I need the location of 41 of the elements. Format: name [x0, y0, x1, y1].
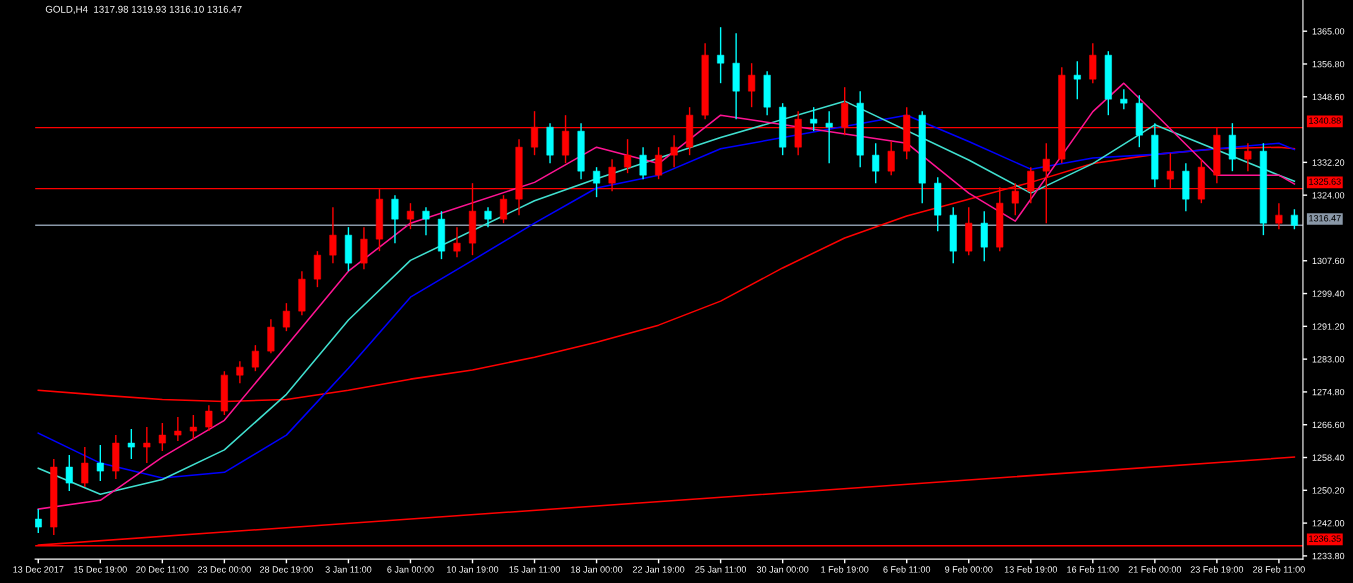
y-tick-label: 1283.00 [1312, 356, 1345, 363]
x-tick-label: 13 Feb 19:00 [1004, 566, 1058, 573]
y-tick-label: 1307.60 [1312, 257, 1345, 265]
y-tick-label: 1332.20 [1312, 159, 1345, 166]
y-tick-label: 1348.60 [1312, 93, 1345, 101]
ref-line-label: 1325.63 [1309, 178, 1341, 185]
x-tick-label: 18 Jan 00:00 [571, 566, 623, 573]
y-tick-label: 1356.80 [1312, 60, 1345, 68]
y-tick-label: 1299.40 [1312, 290, 1345, 297]
x-tick-label: 10 Jan 19:00 [447, 566, 499, 573]
text: GOLD,H4 1317.98 1319.93 1316.10 1316.47 [45, 5, 242, 14]
ref-line-label: 1340.88 [1309, 117, 1341, 124]
y-tick-label: 1291.20 [1312, 323, 1345, 330]
x-tick-label: 20 Dec 11:00 [136, 566, 189, 573]
x-tick-label: 3 Jan 11:00 [325, 566, 372, 573]
x-tick-label: 16 Feb 11:00 [1067, 566, 1119, 573]
y-tick-label: 1250.20 [1312, 487, 1345, 494]
y-tick-label: 1233.80 [1312, 552, 1345, 560]
y-tick-label: 1258.40 [1312, 454, 1345, 461]
y-tick-label: 1324.00 [1312, 192, 1345, 199]
x-tick-label: 23 Dec 00:00 [197, 566, 251, 573]
x-tick-label: 15 Dec 19:00 [74, 566, 127, 573]
x-tick-label: 23 Feb 19:00 [1190, 566, 1244, 573]
x-tick-label: 21 Feb 00:00 [1128, 566, 1182, 573]
x-tick-label: 25 Jan 11:00 [695, 566, 747, 573]
x-tick-label: 1 Feb 19:00 [821, 566, 869, 573]
x-tick-label: 28 Feb 11:00 [1253, 566, 1305, 573]
x-tick-label: 28 Dec 19:00 [260, 566, 313, 573]
x-tick-label: 6 Jan 00:00 [387, 566, 434, 573]
ref-line-label: 1236.35 [1309, 535, 1341, 542]
x-tick-label: 13 Dec 2017 [13, 566, 64, 573]
x-tick-label: 22 Jan 19:00 [632, 566, 685, 573]
y-tick-label: 1242.00 [1312, 520, 1345, 527]
y-tick-label: 1274.80 [1312, 388, 1345, 396]
ref-line-label: 1316.47 [1309, 215, 1341, 222]
x-tick-label: 30 Jan 00:00 [756, 566, 809, 573]
y-tick-label: 1266.60 [1312, 421, 1345, 429]
x-tick-label: 9 Feb 00:00 [945, 566, 993, 573]
y-tick-label: 1365.00 [1312, 28, 1345, 35]
x-tick-label: 6 Feb 11:00 [883, 566, 931, 573]
x-tick-label: 15 Jan 11:00 [509, 566, 560, 573]
